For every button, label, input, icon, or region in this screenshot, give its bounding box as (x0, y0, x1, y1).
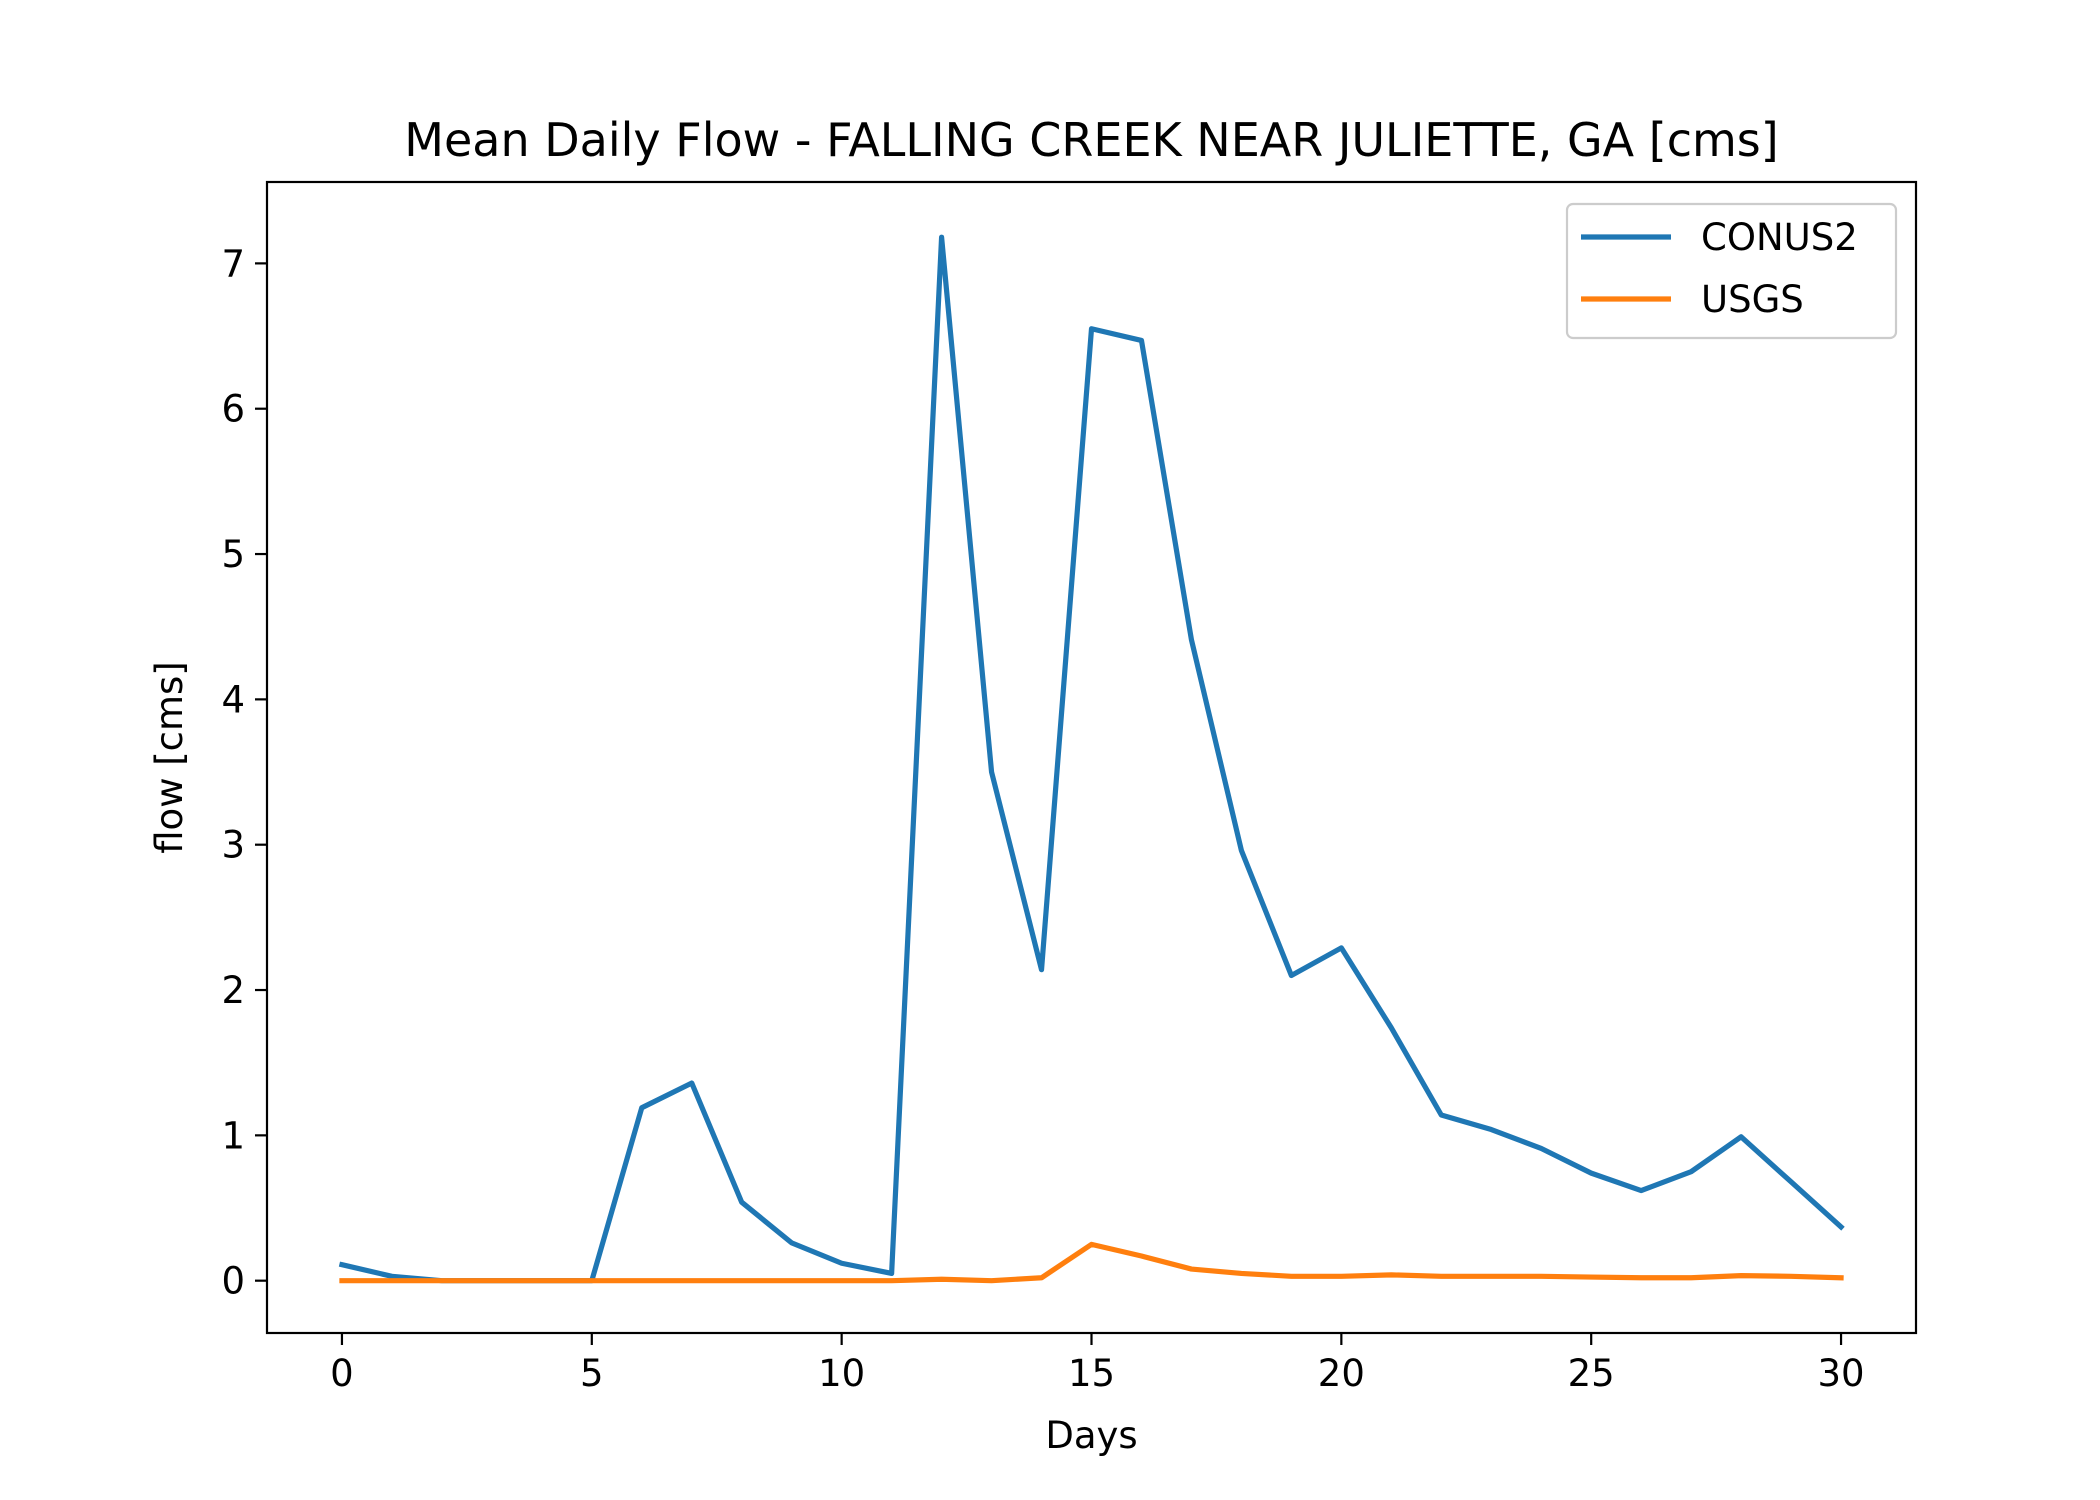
y-tick-label: 7 (221, 242, 245, 285)
x-tick-label: 25 (1568, 1352, 1615, 1395)
chart-title: Mean Daily Flow - FALLING CREEK NEAR JUL… (404, 113, 1778, 167)
x-tick-label: 20 (1318, 1352, 1365, 1395)
x-tick-label: 10 (818, 1352, 865, 1395)
x-tick-label: 30 (1817, 1352, 1864, 1395)
y-tick-label: 0 (221, 1260, 245, 1303)
y-axis-label: flow [cms] (148, 661, 191, 854)
y-tick-label: 6 (221, 388, 245, 431)
x-tick-label: 5 (580, 1352, 604, 1395)
x-tick-label: 15 (1068, 1352, 1115, 1395)
legend: CONUS2 USGS (1565, 202, 1898, 340)
series-line-usgs (339, 1241, 1844, 1284)
x-tick-label: 0 (330, 1352, 354, 1395)
y-tick-label: 1 (221, 1114, 245, 1157)
axes: 0 5 10 15 20 25 30 0 1 2 3 4 5 6 7 (221, 180, 1918, 1395)
plot-area (338, 234, 1845, 1284)
legend-label-conus2: CONUS2 (1701, 216, 1858, 259)
x-axis-label: Days (1045, 1414, 1137, 1457)
y-tick-label: 5 (221, 533, 245, 576)
y-tick-label: 2 (221, 969, 245, 1012)
legend-label-usgs: USGS (1701, 278, 1804, 321)
y-tick-label: 3 (221, 824, 245, 867)
y-tick-label: 4 (221, 678, 245, 721)
